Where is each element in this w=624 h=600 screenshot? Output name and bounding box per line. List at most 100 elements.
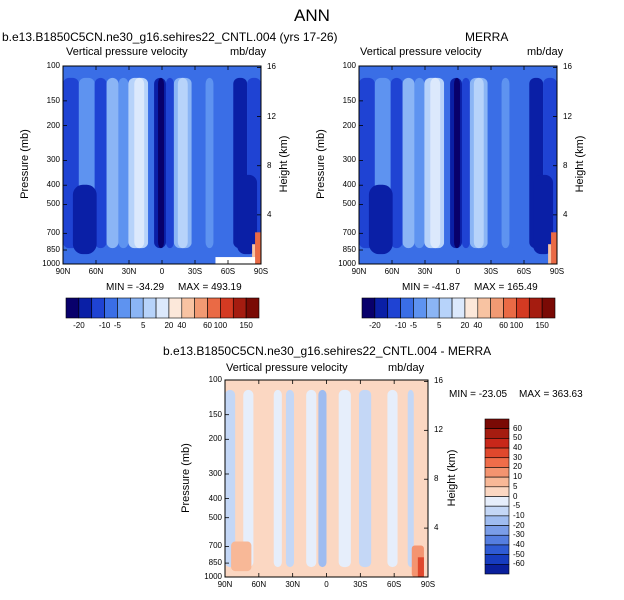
obs-h-tick-label: 4 [563,209,568,219]
model-contour-band [237,174,258,255]
model-colorbar-swatch [130,297,144,319]
model-colorbar-label: 5 [140,321,146,330]
obs-colorbar-label: -5 [409,321,418,330]
diff-left-label: Vertical pressure velocity [226,362,348,374]
model-p-tick-label: 100 [46,61,60,70]
model-contour-band [134,77,145,249]
model-h-tick-label: 16 [267,62,276,72]
diff-positive-strip [417,557,424,577]
model-colorbar-label: -10 [98,321,111,330]
diff-contour-band [285,389,295,568]
obs-colorbar-swatch [516,297,530,319]
diff-x-tick-label: 60N [251,580,267,589]
obs-colorbar-swatch [477,297,491,319]
model-x-tick-label: 30N [121,267,137,276]
obs-colorbar-label: -20 [369,321,381,330]
diff-colorbar-label: -40 [513,539,525,549]
model-colorbar-swatch [104,297,118,319]
obs-contour-band [533,174,554,255]
obs-colorbar-label: 5 [436,321,442,330]
model-contour-band [148,77,155,249]
obs-contour-band [368,184,393,255]
model-field [63,66,261,264]
diff-colorbar-swatch [484,467,510,478]
obs-h-tick-label: 8 [563,160,568,170]
diff-colorbar-swatch [484,496,510,507]
obs-colorbar-label: -10 [394,321,407,330]
model-positive-strip [252,244,256,264]
model-min-label: MIN = -34.29 [106,282,165,293]
obs-contour-band [454,77,460,249]
diff-h-tick-label: 16 [434,376,443,386]
obs-max-label: MAX = 165.49 [474,282,538,293]
obs-colorbar-label: 150 [535,321,549,330]
obs-colorbar-swatch [374,297,389,319]
obs-unit-label: mb/day [527,46,564,58]
model-p-tick-label: 150 [46,95,60,105]
obs-contour-band [487,77,502,249]
model-contour-band [106,77,119,249]
model-colorbar-label: -20 [73,321,85,330]
obs-colorbar-label: 100 [509,321,524,330]
diff-contour-band [225,389,236,568]
model-h-tick-label: 8 [267,160,272,170]
diff-colorbar-label: 50 [513,433,522,443]
diff-x-tick-label: 60S [387,580,402,589]
diff-x-tick-label: 90S [420,580,436,589]
model-left-label: Vertical pressure velocity [66,46,188,58]
model-contour-band [205,77,214,249]
diff-p-tick-label: 100 [208,375,222,384]
model-p-tick-label: 200 [46,120,60,130]
obs-p-tick-label: 500 [342,199,356,209]
diff-colorbar-swatch [484,486,510,497]
model-colorbar-swatch [65,297,80,319]
obs-x-tick-label: 30N [417,267,433,276]
model-contour-band [158,77,164,249]
diff-h-tick-label: 12 [434,425,443,435]
obs-colorbar-swatch [451,297,466,319]
model-x-tick-label: 60N [88,267,104,276]
diff-colorbar-label: -10 [513,510,525,520]
obs-colorbar-swatch [503,297,517,319]
model-colorbar-swatch [245,297,260,319]
model-h-tick-label: 4 [267,209,272,219]
diff-ylabel: Pressure (mb) [180,443,192,513]
model-p-tick-label: 500 [46,199,60,209]
diff-h-tick-label: 4 [434,523,439,533]
diff-colorbar-swatch [484,438,510,449]
diff-contour-band [243,389,254,568]
obs-contour-band [402,77,415,249]
model-unit-label: mb/day [230,46,267,58]
obs-min-label: MIN = -41.87 [402,282,461,293]
model-y2label: Height (km) [278,135,290,193]
diff-colorbar-swatch [484,447,510,459]
obs-colorbar-label: 20 [460,321,470,330]
diff-colorbar-label: -5 [513,501,521,511]
obs-contour-band [390,77,403,249]
diff-colorbar-swatch [484,554,510,565]
model-colorbar-swatch [91,297,105,319]
model-colorbar-swatch [168,297,183,319]
model-colorbar-label: 100 [213,321,228,330]
diff-colorbar-label: -50 [513,549,525,559]
diff-colorbar-swatch [484,525,510,536]
model-x-tick-label: 30S [187,267,203,276]
diff-contour-band [407,389,414,568]
diff-contour-band [318,389,327,568]
model-colorbar-swatch [181,297,195,319]
model-contour-band [177,77,188,249]
model-x-tick-label: 0 [159,267,165,276]
model-x-tick-label: 60S [220,267,236,276]
diff-colorbar-label: 60 [513,423,522,433]
diff-p-tick-label: 1000 [204,572,222,581]
obs-p-tick-label: 400 [342,180,356,190]
model-colorbar-label: 150 [239,321,253,330]
model-p-tick-label: 1000 [42,259,60,268]
model-colorbar-label: -5 [113,321,122,330]
diff-x-tick-label: 30N [285,580,300,589]
diff-contour-band [231,541,252,572]
obs-x-tick-label: 60N [384,267,400,276]
model-colorbar-swatch [117,297,131,319]
diff-colorbar-swatch [484,457,510,468]
diff-x-tick-label: 90N [217,580,233,589]
